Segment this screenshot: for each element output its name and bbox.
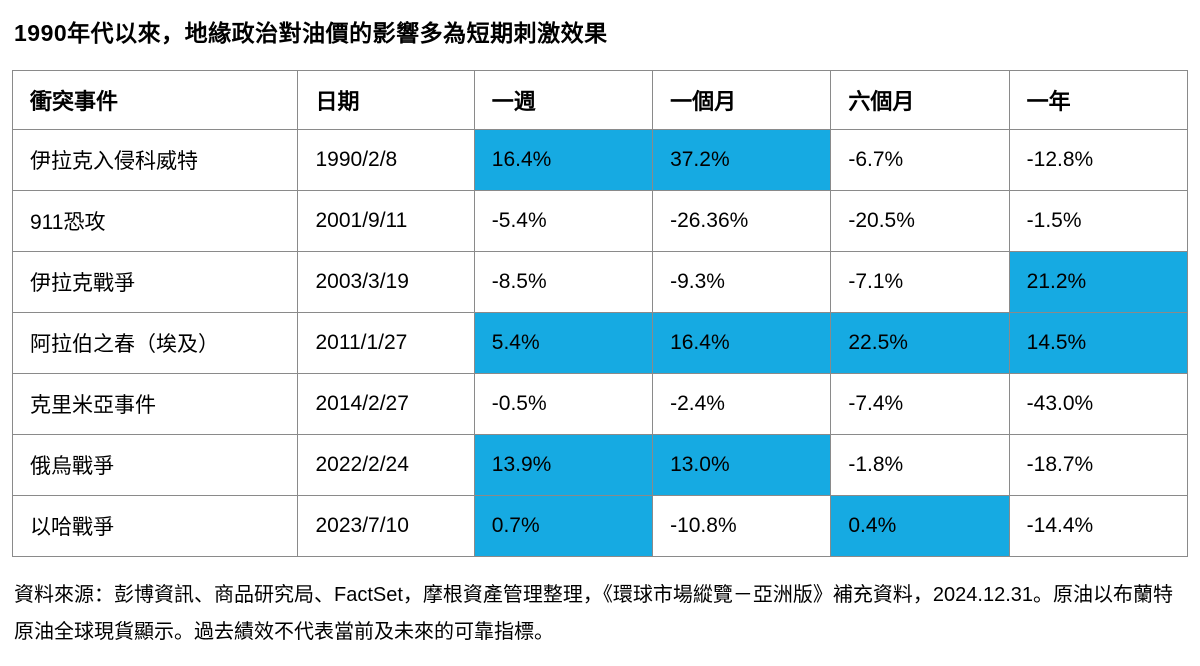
date-cell: 2023/7/10: [297, 495, 475, 557]
value-cell: 21.2%: [1008, 251, 1189, 313]
table-row: 伊拉克戰爭 2003/3/19 -8.5% -9.3% -7.1% 21.2%: [11, 251, 1189, 313]
value-cell: -1.8%: [830, 434, 1010, 496]
table-row: 阿拉伯之春（埃及） 2011/1/27 5.4% 16.4% 22.5% 14.5%: [11, 312, 1189, 374]
value-cell: -5.4%: [473, 190, 654, 252]
value-cell: -12.8%: [1008, 129, 1189, 191]
value-cell: 14.5%: [1008, 312, 1189, 374]
table-header: 衝突事件 日期 一週 一個月 六個月 一年: [11, 70, 1189, 130]
column-header-5: 一年: [1008, 70, 1189, 130]
value-cell: 16.4%: [652, 312, 832, 374]
value-cell: -7.1%: [830, 251, 1010, 313]
event-cell: 911恐攻: [11, 190, 299, 252]
oil-price-impact-table: 衝突事件 日期 一週 一個月 六個月 一年 伊拉克入侵科威特 1990/2/8 16.4% 37…: [11, 70, 1189, 557]
value-cell: 22.5%: [830, 312, 1010, 374]
event-cell: 俄烏戰爭: [11, 434, 299, 496]
value-cell: 5.4%: [473, 312, 654, 374]
table-row: 俄烏戰爭 2022/2/24 13.9% 13.0% -1.8% -18.7%: [11, 434, 1189, 496]
value-cell: -43.0%: [1008, 373, 1189, 435]
date-cell: 2003/3/19: [297, 251, 475, 313]
value-cell: -0.5%: [473, 373, 654, 435]
value-cell: -6.7%: [830, 129, 1010, 191]
event-cell: 克里米亞事件: [11, 373, 299, 435]
event-cell: 伊拉克戰爭: [11, 251, 299, 313]
date-cell: 2001/9/11: [297, 190, 475, 252]
event-cell: 伊拉克入侵科威特: [11, 129, 299, 191]
value-cell: 0.4%: [830, 495, 1010, 557]
date-cell: 2014/2/27: [297, 373, 475, 435]
table-row: 以哈戰爭 2023/7/10 0.7% -10.8% 0.4% -14.4%: [11, 495, 1189, 557]
value-cell: -8.5%: [473, 251, 654, 313]
source-note: 資料來源：彭博資訊、商品研究局、FactSet，摩根資產管理整理，《環球市場縱覽…: [14, 584, 1174, 643]
value-cell: -20.5%: [830, 190, 1010, 252]
value-cell: 16.4%: [473, 129, 654, 191]
value-cell: -2.4%: [652, 373, 832, 435]
value-cell: -7.4%: [830, 373, 1010, 435]
value-cell: -1.5%: [1008, 190, 1189, 252]
value-cell: 37.2%: [652, 129, 832, 191]
date-cell: 1990/2/8: [297, 129, 475, 191]
event-cell: 阿拉伯之春（埃及）: [11, 312, 299, 374]
value-cell: -18.7%: [1008, 434, 1189, 496]
value-cell: -10.8%: [652, 495, 832, 557]
table-row: 伊拉克入侵科威特 1990/2/8 16.4% 37.2% -6.7% -12.8%: [11, 129, 1189, 191]
column-header-1: 日期: [297, 70, 475, 130]
table-row: 911恐攻 2001/9/11 -5.4% -26.36% -20.5% -1.5%: [11, 190, 1189, 252]
value-cell: 13.9%: [473, 434, 654, 496]
column-header-2: 一週: [473, 70, 654, 130]
table-row: 克里米亞事件 2014/2/27 -0.5% -2.4% -7.4% -43.0%: [11, 373, 1189, 435]
date-cell: 2011/1/27: [297, 312, 475, 374]
value-cell: 13.0%: [652, 434, 832, 496]
event-cell: 以哈戰爭: [11, 495, 299, 557]
column-header-4: 六個月: [830, 70, 1010, 130]
value-cell: -26.36%: [652, 190, 832, 252]
column-header-3: 一個月: [652, 70, 832, 130]
page-title: 1990年代以來，地緣政治對油價的影響多為短期刺激效果: [14, 20, 608, 46]
value-cell: 0.7%: [473, 495, 654, 557]
column-header-0: 衝突事件: [11, 70, 299, 130]
value-cell: -14.4%: [1008, 495, 1189, 557]
value-cell: -9.3%: [652, 251, 832, 313]
date-cell: 2022/2/24: [297, 434, 475, 496]
table-body: 伊拉克入侵科威特 1990/2/8 16.4% 37.2% -6.7% -12.8% 911…: [11, 129, 1189, 557]
table-header-row: 衝突事件 日期 一週 一個月 六個月 一年: [11, 70, 1189, 130]
